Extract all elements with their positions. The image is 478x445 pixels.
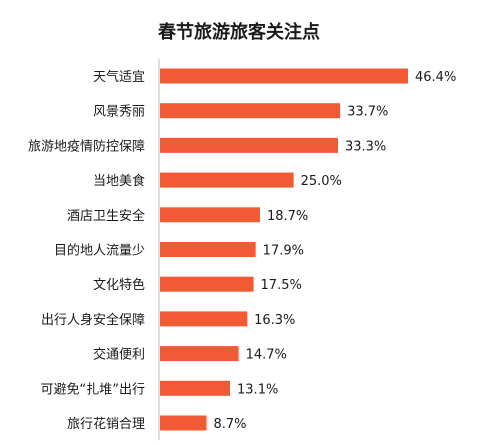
bar xyxy=(160,242,256,257)
category-label: 目的地人流量少 xyxy=(54,243,145,259)
bar xyxy=(160,103,341,119)
bar xyxy=(160,380,231,396)
value-label: 33.3% xyxy=(345,139,386,154)
category-label: 文化特色 xyxy=(93,277,145,293)
value-label: 8.7% xyxy=(214,417,247,432)
category-label: 交通便利 xyxy=(93,347,145,363)
category-label: 可避免“扎堆”出行 xyxy=(41,382,145,397)
value-label: 13.1% xyxy=(237,382,278,397)
chart-title: 春节旅游旅客关注点 xyxy=(158,22,320,43)
value-label: 18.7% xyxy=(267,209,308,224)
category-label: 当地美食 xyxy=(93,173,145,189)
category-label: 酒店卫生安全 xyxy=(67,208,145,224)
category-label: 风景秀丽 xyxy=(93,105,145,120)
category-label: 旅行花销合理 xyxy=(67,416,145,432)
bar xyxy=(160,276,254,292)
value-label: 17.5% xyxy=(261,278,302,293)
bar xyxy=(160,207,260,223)
value-label: 33.7% xyxy=(347,105,388,120)
category-label: 旅游地疫情防控保障 xyxy=(28,138,145,154)
bar xyxy=(160,346,239,362)
value-label: 16.3% xyxy=(254,313,295,328)
category-label: 出行人身安全保障 xyxy=(41,312,145,328)
value-label: 46.4% xyxy=(415,70,456,85)
value-label: 14.7% xyxy=(246,348,287,363)
bar xyxy=(160,68,408,84)
bar xyxy=(160,415,207,431)
bar xyxy=(160,172,294,188)
bar xyxy=(160,137,338,153)
value-label: 17.9% xyxy=(263,244,304,259)
bar xyxy=(160,311,248,327)
category-label: 天气适宜 xyxy=(93,69,145,85)
value-label: 25.0% xyxy=(301,174,342,189)
